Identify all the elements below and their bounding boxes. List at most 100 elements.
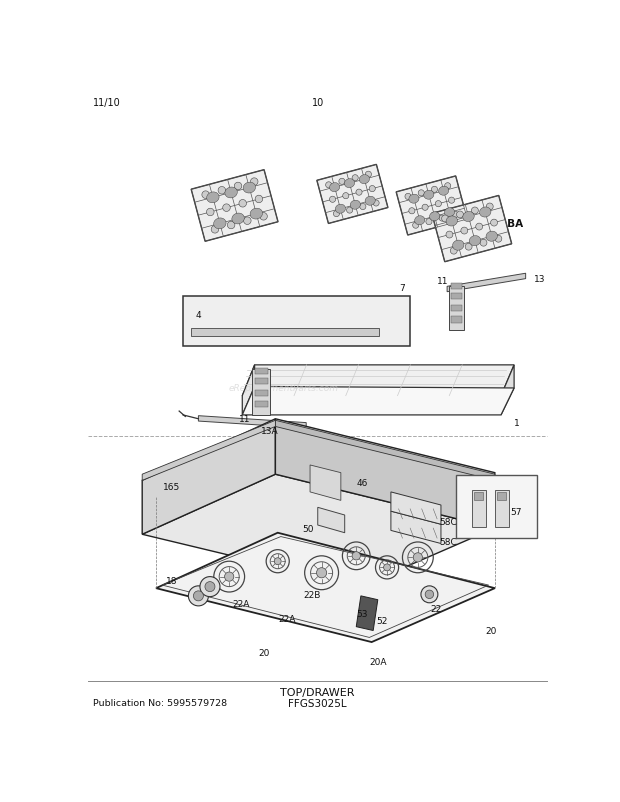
Circle shape [211,226,219,234]
Polygon shape [275,419,495,529]
Polygon shape [451,294,462,300]
Circle shape [441,216,449,223]
Polygon shape [142,475,495,587]
Circle shape [343,193,349,200]
Polygon shape [501,366,514,415]
Circle shape [347,208,353,214]
Polygon shape [451,306,462,311]
Circle shape [413,553,422,562]
Circle shape [453,213,458,218]
Polygon shape [495,490,508,527]
Text: 22: 22 [430,604,441,613]
Circle shape [193,591,203,602]
Polygon shape [335,205,345,214]
Text: 11: 11 [436,277,448,286]
Polygon shape [206,192,219,204]
Polygon shape [198,416,306,428]
Polygon shape [447,274,526,293]
Circle shape [413,223,418,229]
Text: 46: 46 [356,479,368,488]
Circle shape [445,184,451,189]
Circle shape [239,200,247,208]
Circle shape [334,211,340,217]
Text: 52: 52 [376,616,388,626]
Polygon shape [225,188,237,199]
Polygon shape [255,368,268,375]
Circle shape [206,209,214,217]
Polygon shape [451,284,462,290]
Polygon shape [142,419,275,535]
Circle shape [439,216,445,222]
Circle shape [352,552,360,561]
Polygon shape [183,296,410,346]
Circle shape [426,219,432,225]
Text: 4: 4 [195,311,202,320]
Circle shape [373,200,379,207]
Circle shape [228,222,235,229]
Circle shape [384,564,391,571]
Polygon shape [449,287,464,330]
Text: 13A: 13A [261,427,279,435]
Polygon shape [474,492,484,500]
Text: 50: 50 [302,524,314,533]
Circle shape [405,194,411,200]
Polygon shape [214,219,226,229]
Text: 22B: 22B [303,590,321,599]
Text: FFGS3025L: FFGS3025L [288,699,347,708]
Circle shape [274,558,281,565]
Circle shape [409,209,415,215]
Polygon shape [242,366,255,415]
Polygon shape [415,217,425,225]
Circle shape [205,582,215,592]
Text: 20: 20 [258,648,270,657]
Polygon shape [191,171,278,242]
Text: 11: 11 [239,415,250,423]
Polygon shape [275,421,495,480]
Polygon shape [255,402,268,407]
Polygon shape [310,465,341,500]
Polygon shape [142,421,275,480]
Circle shape [486,204,493,211]
Polygon shape [252,369,270,415]
Text: 20: 20 [485,626,497,635]
Circle shape [200,577,220,597]
Text: 18: 18 [166,577,177,585]
Circle shape [448,198,454,204]
Circle shape [471,208,479,215]
Polygon shape [330,184,340,192]
Circle shape [495,236,502,243]
Polygon shape [423,191,434,200]
Polygon shape [242,366,514,396]
Polygon shape [242,387,514,415]
Circle shape [461,228,467,235]
Polygon shape [255,379,268,385]
Polygon shape [486,232,497,242]
Polygon shape [350,201,360,210]
Polygon shape [497,492,507,500]
Polygon shape [191,329,379,336]
Circle shape [329,197,335,203]
Circle shape [223,205,230,213]
Circle shape [202,192,210,199]
Circle shape [326,183,332,188]
Polygon shape [479,208,491,218]
Polygon shape [317,508,345,533]
Text: 58C: 58C [440,517,458,526]
Circle shape [360,205,366,210]
Text: 13: 13 [534,275,545,284]
Text: 10: 10 [312,98,324,107]
Text: 1: 1 [514,419,520,427]
Circle shape [450,248,457,255]
Circle shape [446,232,453,239]
Text: 22A: 22A [278,614,296,623]
Circle shape [435,201,441,208]
Text: 20A: 20A [369,657,386,666]
Circle shape [425,590,433,599]
Circle shape [490,220,497,227]
Polygon shape [360,176,370,184]
Polygon shape [446,217,458,227]
Polygon shape [451,317,462,323]
Polygon shape [469,237,481,246]
Circle shape [339,179,345,185]
Circle shape [188,586,208,606]
